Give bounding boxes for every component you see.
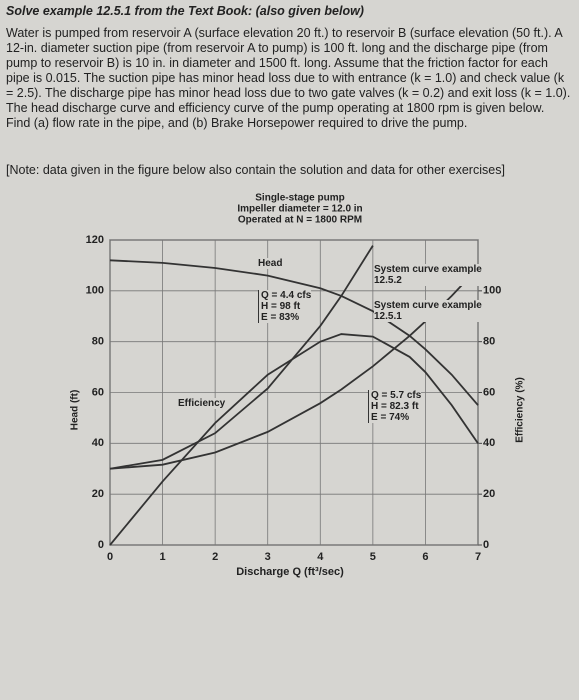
- problem-text: Water is pumped from reservoir A (surfac…: [6, 26, 571, 130]
- y2-tick-label: 40: [483, 437, 495, 449]
- y2-tick-label: 60: [483, 386, 495, 398]
- y-tick-label: 0: [98, 539, 104, 551]
- curve-label: Efficiency: [178, 398, 226, 409]
- chart-title: Impeller diameter = 12.0 in: [237, 204, 362, 215]
- y-tick-label: 40: [92, 437, 104, 449]
- x-tick-label: 0: [107, 551, 113, 563]
- title: Solve example 12.5.1 from the Text Book:…: [6, 4, 364, 18]
- y-axis-label: Head (ft): [70, 390, 81, 431]
- x-tick-label: 3: [265, 551, 271, 563]
- operating-point-label: Q = 4.4 cfs: [258, 290, 312, 301]
- y2-tick-label: 80: [483, 336, 495, 348]
- operating-point-label: E = 74%: [368, 412, 410, 423]
- operating-point-label: E = 83%: [258, 312, 300, 323]
- operating-point-label: H = 98 ft: [258, 301, 301, 312]
- operating-point-label: Q = 5.7 cfs: [368, 390, 422, 401]
- operating-point-label: H = 82.3 ft: [368, 401, 419, 412]
- y-tick-label: 120: [86, 234, 104, 246]
- x-tick-label: 2: [212, 551, 218, 563]
- y2-axis-label: Efficiency (%): [515, 377, 526, 443]
- y2-tick-label: 20: [483, 488, 495, 500]
- x-tick-label: 6: [422, 551, 428, 563]
- y-tick-label: 20: [92, 488, 104, 500]
- curve-label: System curve example 12.5.1: [374, 300, 484, 322]
- x-axis-label: Discharge Q (ft³/sec): [236, 566, 344, 578]
- chart-title: Operated at N = 1800 RPM: [238, 215, 362, 226]
- y2-tick-label: 100: [483, 285, 501, 297]
- curve: [109, 333, 479, 546]
- curve-label: Head: [258, 258, 283, 269]
- curve-label: System curve example 12.5.2: [374, 264, 484, 286]
- x-tick-label: 5: [370, 551, 376, 563]
- y-tick-label: 100: [86, 285, 104, 297]
- curve: [109, 245, 374, 470]
- chart-title: Single-stage pump: [255, 193, 344, 204]
- x-tick-label: 1: [160, 551, 166, 563]
- x-tick-label: 7: [475, 551, 481, 563]
- y-tick-label: 80: [92, 336, 104, 348]
- y2-tick-label: 0: [483, 539, 489, 551]
- x-tick-label: 4: [317, 551, 324, 563]
- y-tick-label: 60: [92, 386, 104, 398]
- note: [Note: data given in the figure below al…: [6, 163, 505, 177]
